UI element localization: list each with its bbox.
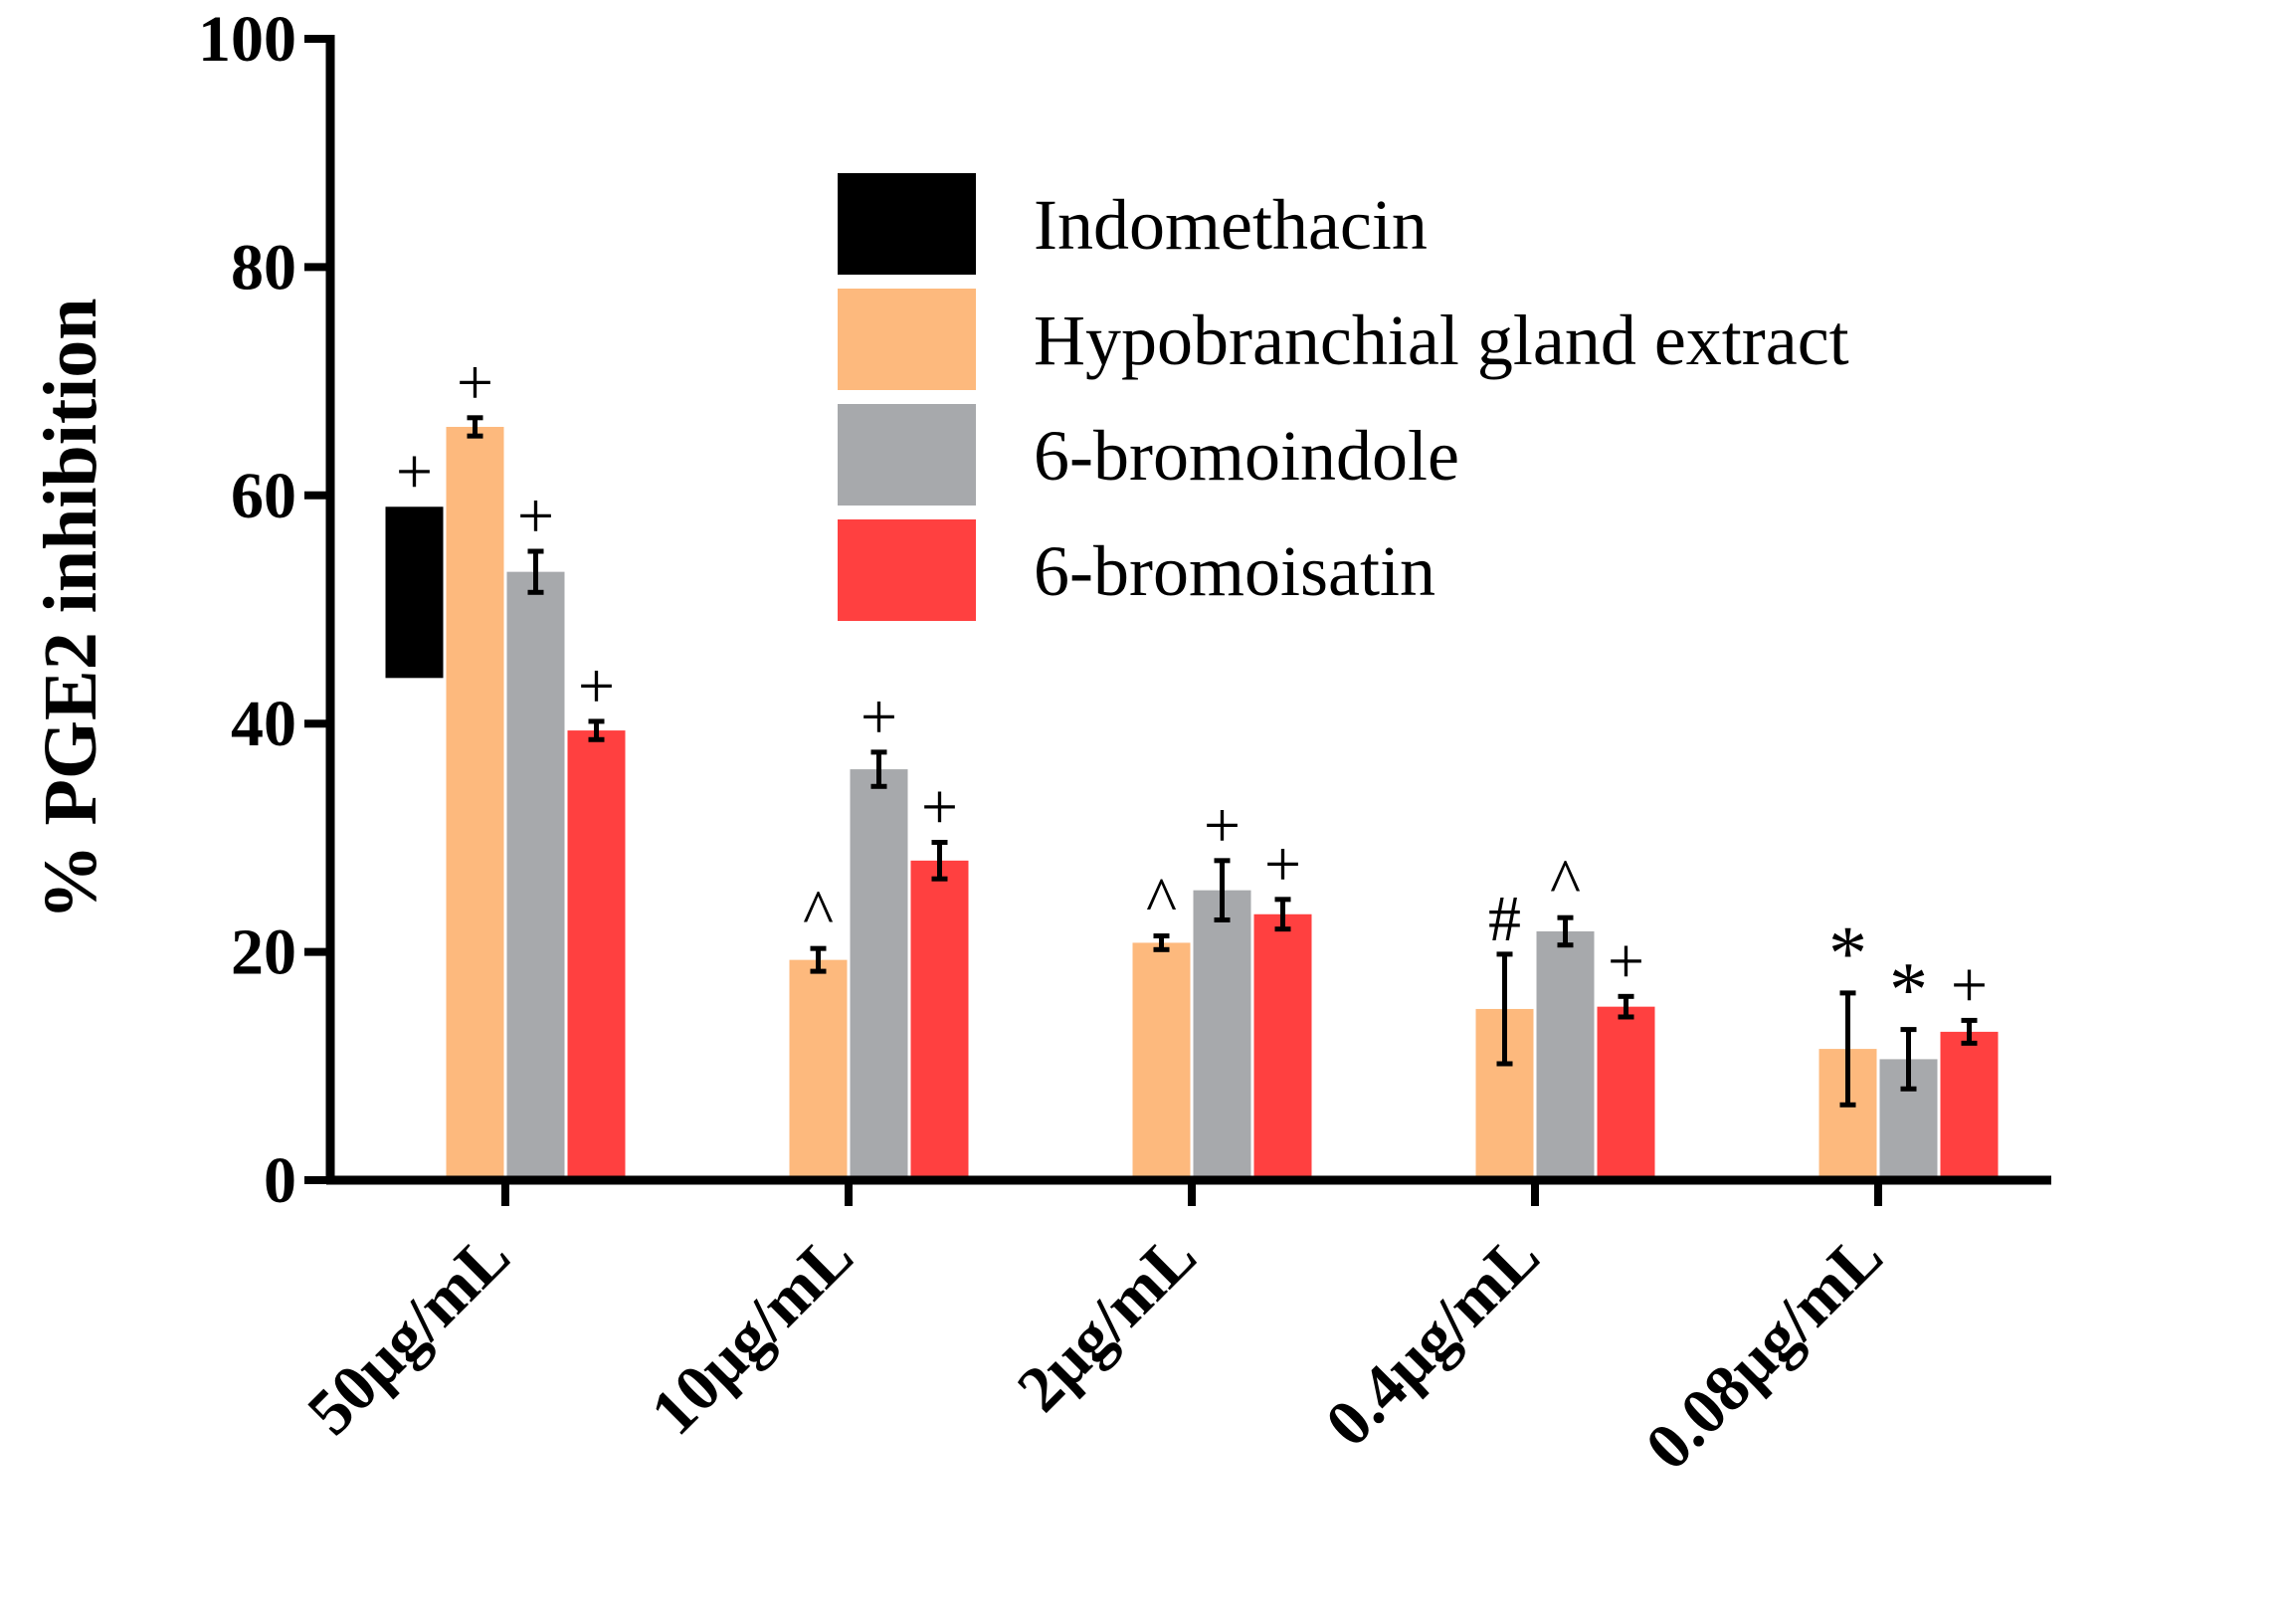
error-bar-6-bromoisatin-0-08-g-ml <box>1961 1017 1978 1046</box>
y-tick-label-20: 20 <box>231 916 296 989</box>
legend-label-6-bromoisatin: 6-bromoisatin <box>1034 531 1435 611</box>
significance-mark-hypobranchial-gland-extract-50-g-ml: + <box>457 346 493 419</box>
legend-swatch-6-bromoisatin <box>838 519 976 621</box>
bar-6-bromoisatin-10-g-ml <box>910 860 969 1180</box>
significance-mark-hypobranchial-gland-extract-2-g-ml: ^ <box>1146 865 1177 937</box>
x-tick-label-2-g-ml: 2μg/mL <box>1004 1219 1211 1426</box>
significance-mark-hypobranchial-gland-extract-0-08-g-ml: * <box>1828 910 1867 996</box>
significance-mark-6-bromoindole-50-g-ml: + <box>517 480 554 552</box>
legend-label-6-bromoindole: 6-bromoindole <box>1034 416 1459 496</box>
error-bar-hypobranchial-gland-extract-0-4-g-ml <box>1496 951 1513 1067</box>
significance-mark-6-bromoindole-10-g-ml: + <box>861 681 897 753</box>
error-bar-hypobranchial-gland-extract-0-08-g-ml <box>1839 990 1856 1108</box>
error-bar-6-bromoisatin-0-4-g-ml <box>1618 993 1634 1020</box>
bar-hypobranchial-gland-extract-50-g-ml <box>446 426 504 1181</box>
legend-swatch-hypobranchial-gland-extract <box>838 289 976 390</box>
error-bar-hypobranchial-gland-extract-50-g-ml <box>467 415 483 439</box>
error-bar-hypobranchial-gland-extract-2-g-ml <box>1153 933 1170 952</box>
bar-6-bromoisatin-0-4-g-ml <box>1597 1006 1655 1180</box>
legend-item-hypobranchial-gland-extract: Hypobranchial gland extract <box>838 289 1849 390</box>
x-tick-label-10-g-ml: 10μg/mL <box>638 1219 867 1449</box>
error-bar-6-bromoindole-0-08-g-ml <box>1900 1027 1917 1092</box>
significance-mark-6-bromoisatin-0-08-g-ml: + <box>1951 948 1988 1021</box>
legend-item-indomethacin: Indomethacin <box>838 173 1428 275</box>
x-tick-label-0-4-g-ml: 0.4μg/mL <box>1312 1219 1554 1461</box>
error-bar-6-bromoindole-2-g-ml <box>1214 858 1231 922</box>
bar-6-bromoindole-0-4-g-ml <box>1536 930 1595 1180</box>
significance-mark-6-bromoisatin-10-g-ml: + <box>921 770 958 843</box>
error-bar-6-bromoisatin-2-g-ml <box>1274 897 1291 932</box>
legend-item-6-bromoindole: 6-bromoindole <box>838 404 1459 506</box>
legend-label-hypobranchial-gland-extract: Hypobranchial gland extract <box>1034 301 1849 380</box>
y-tick-label-60: 60 <box>231 460 296 532</box>
bar-6-bromoindole-10-g-ml <box>850 769 908 1180</box>
significance-marks-layer: + + ^ ^ # * + + + ^ * + + + + + <box>396 346 1988 1033</box>
legend-label-indomethacin: Indomethacin <box>1034 185 1428 265</box>
legend-item-6-bromoisatin: 6-bromoisatin <box>838 519 1435 621</box>
y-axis-title: % PGE2 inhibition <box>29 298 112 919</box>
y-tick-label-40: 40 <box>231 688 296 760</box>
significance-mark-hypobranchial-gland-extract-0-4-g-ml: # <box>1488 883 1521 955</box>
significance-mark-hypobranchial-gland-extract-10-g-ml: ^ <box>803 877 834 949</box>
bar-6-bromoindole-50-g-ml <box>506 571 565 1180</box>
bars-layer <box>385 426 1999 1181</box>
significance-mark-6-bromoisatin-0-4-g-ml: + <box>1608 924 1644 997</box>
significance-mark-6-bromoisatin-2-g-ml: + <box>1264 828 1301 901</box>
bar-hypobranchial-gland-extract-10-g-ml <box>789 959 848 1180</box>
significance-mark-indomethacin-50-g-ml: + <box>396 435 433 507</box>
error-bar-6-bromoisatin-10-g-ml <box>931 839 948 882</box>
error-bar-6-bromoindole-50-g-ml <box>527 548 544 595</box>
x-tick-label-50-g-ml: 50μg/mL <box>294 1219 524 1449</box>
significance-mark-6-bromoisatin-50-g-ml: + <box>578 650 615 722</box>
legend-swatch-indomethacin <box>838 173 976 275</box>
y-tick-label-100: 100 <box>198 3 296 76</box>
x-tick-label-0-08-g-ml: 0.08μg/mL <box>1632 1219 1897 1484</box>
significance-mark-6-bromoindole-0-4-g-ml: ^ <box>1550 846 1581 918</box>
bar-6-bromoisatin-2-g-ml <box>1253 913 1312 1180</box>
error-bars-layer <box>467 415 1978 1108</box>
bar-6-bromoisatin-0-08-g-ml <box>1940 1031 1999 1180</box>
significance-mark-6-bromoindole-0-08-g-ml: * <box>1889 946 1928 1033</box>
bar-indomethacin-50-g-ml <box>385 507 444 679</box>
legend: Indomethacin Hypobranchial gland extract 6… <box>838 173 1849 621</box>
bar-6-bromoisatin-50-g-ml <box>567 730 626 1180</box>
bar-hypobranchial-gland-extract-2-g-ml <box>1132 942 1191 1180</box>
y-tick-label-80: 80 <box>231 231 296 304</box>
error-bar-hypobranchial-gland-extract-10-g-ml <box>810 945 827 974</box>
legend-swatch-6-bromoindole <box>838 404 976 506</box>
error-bar-6-bromoisatin-50-g-ml <box>588 718 605 742</box>
error-bar-6-bromoindole-10-g-ml <box>870 749 887 789</box>
significance-mark-6-bromoindole-2-g-ml: + <box>1204 789 1241 862</box>
y-tick-label-0: 0 <box>264 1144 296 1217</box>
bar-6-bromoindole-2-g-ml <box>1193 890 1251 1180</box>
error-bar-6-bromoindole-0-4-g-ml <box>1557 914 1574 948</box>
